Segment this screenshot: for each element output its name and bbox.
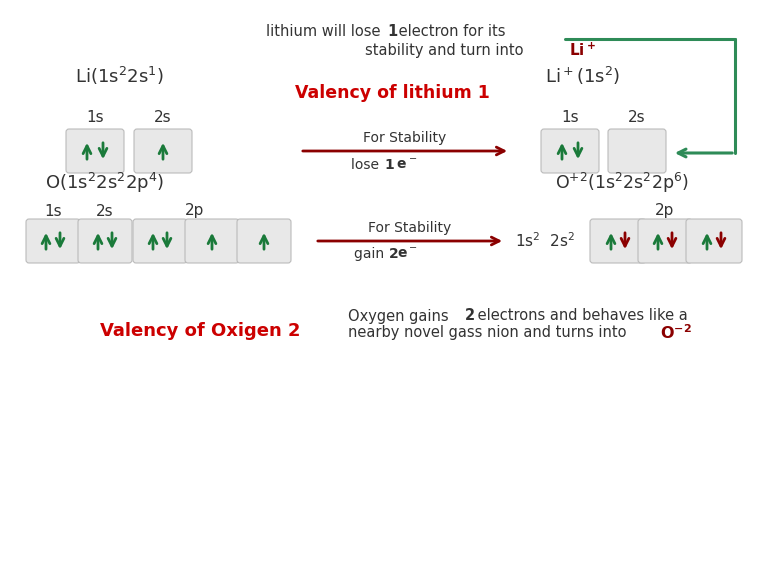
Text: $\mathbf{Li^+}$: $\mathbf{Li^+}$ (569, 41, 596, 59)
FancyBboxPatch shape (78, 219, 132, 263)
Text: gain: gain (354, 247, 388, 261)
Text: e$^-$: e$^-$ (392, 158, 417, 172)
Text: Li$^+$(1s$^2$): Li$^+$(1s$^2$) (545, 65, 620, 87)
Text: electron for its: electron for its (394, 24, 505, 40)
Text: O$^{+2}$(1s$^2$2s$^2$2p$^6$): O$^{+2}$(1s$^2$2s$^2$2p$^6$) (555, 171, 689, 195)
FancyBboxPatch shape (638, 219, 692, 263)
Text: 1s: 1s (562, 110, 579, 125)
Text: 2s: 2s (628, 110, 646, 125)
Text: 1s: 1s (45, 203, 62, 218)
Text: 2: 2 (465, 309, 475, 324)
FancyBboxPatch shape (541, 129, 599, 173)
Text: 1s: 1s (86, 110, 104, 125)
FancyBboxPatch shape (590, 219, 646, 263)
Text: lose: lose (351, 158, 383, 172)
Text: Valency of Oxigen 2: Valency of Oxigen 2 (100, 322, 301, 340)
Text: O(1s$^2$2s$^2$2p$^4$): O(1s$^2$2s$^2$2p$^4$) (45, 171, 164, 195)
FancyBboxPatch shape (26, 219, 80, 263)
FancyBboxPatch shape (134, 129, 192, 173)
Text: 2p: 2p (655, 203, 675, 218)
Text: 2s: 2s (154, 110, 172, 125)
FancyBboxPatch shape (686, 219, 742, 263)
Text: For Stability: For Stability (363, 131, 447, 145)
Text: 1: 1 (384, 158, 394, 172)
Text: Li(1s$^2$2s$^1$): Li(1s$^2$2s$^1$) (75, 65, 163, 87)
Text: 1: 1 (387, 24, 398, 40)
FancyBboxPatch shape (608, 129, 666, 173)
Text: 2: 2 (389, 247, 399, 261)
Text: Oxygen gains: Oxygen gains (348, 309, 453, 324)
Text: nearby novel gass nion and turns into: nearby novel gass nion and turns into (348, 325, 631, 340)
Text: Valency of lithium 1: Valency of lithium 1 (295, 84, 490, 102)
FancyBboxPatch shape (66, 129, 124, 173)
Text: $\mathbf{O^{-2}}$: $\mathbf{O^{-2}}$ (660, 324, 692, 342)
Text: 2s: 2s (96, 203, 114, 218)
Text: electrons and behaves like a: electrons and behaves like a (473, 309, 688, 324)
Text: 1s$^2$  2s$^2$: 1s$^2$ 2s$^2$ (515, 232, 576, 250)
FancyBboxPatch shape (133, 219, 187, 263)
Text: lithium will lose: lithium will lose (266, 24, 385, 40)
Text: stability and turn into: stability and turn into (365, 42, 528, 58)
FancyBboxPatch shape (237, 219, 291, 263)
Text: 2p: 2p (185, 203, 205, 218)
Text: For Stability: For Stability (369, 221, 451, 235)
FancyBboxPatch shape (185, 219, 239, 263)
Text: e$^-$: e$^-$ (397, 247, 418, 261)
